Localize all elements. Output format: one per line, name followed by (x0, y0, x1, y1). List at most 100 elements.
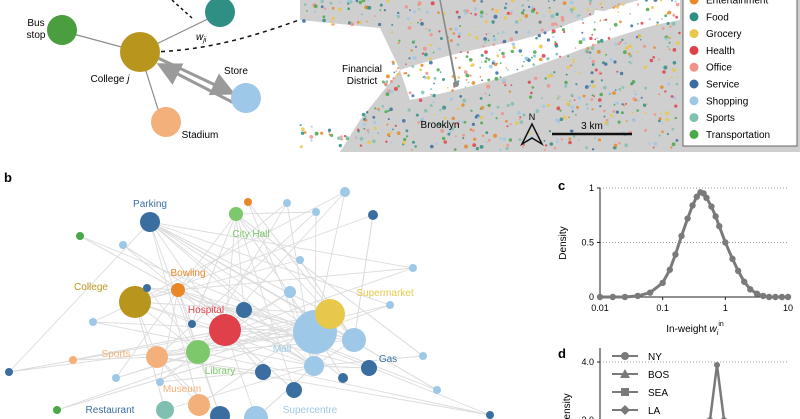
poi-dot (657, 58, 661, 61)
poi-dot (639, 38, 642, 41)
legend-label: Sports (706, 113, 735, 124)
poi-dot (479, 145, 484, 149)
poi-dot (527, 30, 530, 34)
network-node (368, 210, 378, 220)
poi-dot (419, 18, 423, 22)
poi-dot (404, 5, 408, 9)
x-tick-label: 10 (783, 303, 793, 313)
poi-dot (672, 13, 676, 17)
poi-dot (675, 139, 679, 142)
poi-dot (439, 108, 442, 112)
poi-dot (614, 89, 617, 91)
poi-dot (338, 7, 342, 12)
chart-d-plot: 3.0 4.0 NY BOS SEA LA (581, 348, 788, 419)
network-node (186, 340, 210, 364)
poi-dot (377, 132, 380, 135)
poi-dot (433, 82, 435, 85)
poi-dot (493, 133, 498, 138)
poi-dot (502, 39, 507, 44)
poi-dot (550, 14, 555, 19)
poi-dot (570, 129, 574, 133)
chart-d-ylabel: Density (562, 393, 573, 419)
poi-dot (585, 103, 588, 106)
poi-dot (544, 77, 547, 80)
poi-dot (519, 120, 524, 124)
poi-dot (514, 20, 519, 24)
poi-dot (309, 135, 314, 139)
poi-dot (661, 130, 664, 134)
poi-dot (441, 136, 446, 141)
poi-dot (628, 60, 631, 64)
poi-dot (461, 103, 465, 107)
network-label: Sports (102, 349, 131, 360)
poi-dot (419, 68, 422, 72)
poi-dot (512, 45, 516, 50)
poi-dot (504, 84, 507, 87)
legend-label: Health (706, 46, 735, 57)
poi-dot (565, 73, 568, 76)
poi-dot (420, 22, 424, 26)
poi-dot (323, 7, 327, 10)
poi-dot (537, 110, 540, 113)
chart-c-point (759, 292, 767, 300)
poi-dot (469, 128, 473, 131)
poi-dot (415, 45, 417, 48)
bus-stop-node (47, 15, 77, 45)
poi-dot (484, 50, 488, 54)
poi-dot (604, 62, 608, 66)
poi-dot (403, 72, 406, 75)
network-label: Restaurant (86, 405, 135, 416)
poi-dot (531, 6, 534, 9)
poi-dot (631, 118, 636, 123)
poi-dot (549, 142, 554, 146)
poi-dot (345, 136, 348, 139)
network-edge (148, 221, 221, 417)
poi-dot (531, 56, 533, 59)
poi-dot (615, 101, 619, 105)
chart-c-point (772, 293, 779, 301)
poi-dot (393, 86, 398, 91)
poi-dot (511, 42, 516, 47)
poi-dot (671, 127, 675, 131)
poi-dot (429, 57, 433, 61)
poi-dot (327, 128, 332, 132)
poi-dot (359, 144, 363, 147)
poi-dot (666, 22, 670, 25)
poi-dot (389, 107, 393, 112)
poi-dot (625, 46, 629, 51)
poi-dot (648, 18, 651, 21)
poi-dot (499, 49, 501, 51)
chart-d-line-ny (708, 364, 726, 419)
poi-dot (313, 10, 317, 13)
poi-dot (417, 21, 419, 24)
chart-c-point (703, 194, 710, 202)
poi-dot (577, 96, 581, 100)
poi-dot (524, 56, 529, 61)
poi-dot (594, 68, 598, 72)
poi-dot (482, 45, 485, 48)
map-panel: Financial District Brooklyn N 3 km Entert… (299, 0, 800, 152)
network-node (244, 198, 252, 206)
poi-dot (391, 23, 394, 26)
poi-dot (372, 139, 376, 144)
poi-dot (548, 10, 552, 13)
poi-dot (442, 78, 445, 81)
network-edge (122, 244, 179, 291)
poi-dot (479, 75, 482, 78)
poi-dot (631, 111, 634, 114)
chart-c-point (621, 293, 629, 301)
network-node (315, 299, 345, 329)
poi-dot (565, 98, 568, 101)
poi-dot (496, 105, 500, 109)
y-tick-label: 1 (589, 183, 594, 193)
network-node (338, 373, 348, 383)
poi-dot (412, 140, 415, 144)
poi-dot (485, 83, 488, 85)
poi-dot (527, 0, 530, 2)
d-legend-marker (620, 405, 630, 415)
poi-dot (456, 43, 460, 47)
poi-dot (591, 33, 594, 36)
poi-dot (556, 138, 559, 141)
poi-dot (303, 131, 307, 134)
poi-dot (570, 63, 574, 66)
